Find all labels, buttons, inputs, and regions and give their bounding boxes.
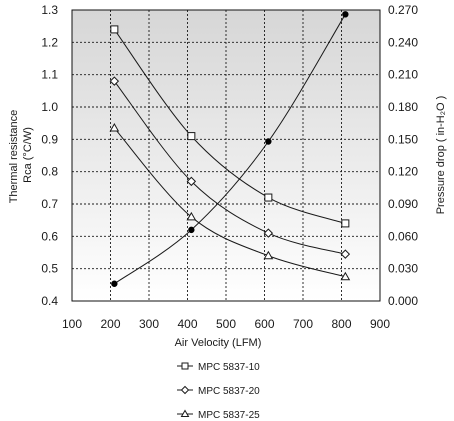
right-y-tick-label: 0.150 bbox=[388, 132, 418, 146]
right-y-tick-label: 0.240 bbox=[388, 35, 418, 49]
data-point-mpc-5837-20 bbox=[340, 249, 351, 259]
legend-marker-mpc-5837-10 bbox=[181, 362, 189, 370]
x-tick-label: 500 bbox=[216, 317, 236, 331]
x-tick-label: 600 bbox=[254, 317, 274, 331]
data-point-mpc-5837-10 bbox=[110, 25, 119, 34]
left-y-tick-label: 1.2 bbox=[41, 35, 58, 49]
right-y-tick-label: 0.210 bbox=[388, 68, 418, 82]
right-y-tick-label: 0.120 bbox=[388, 165, 418, 179]
series-line-pressure-drop bbox=[114, 14, 346, 285]
series-layer bbox=[109, 11, 351, 287]
right-y-axis-ticks: 0.000 0.030 0.060 0.090 0.120 0.150 0.180 0.210… bbox=[388, 3, 418, 308]
data-point-mpc-5837-10 bbox=[187, 132, 196, 141]
legend-entry-mpc-5837-10: MPC 5837-10 bbox=[177, 362, 260, 373]
right-y-tick-label: 0.060 bbox=[388, 229, 418, 243]
x-tick-label: 700 bbox=[293, 317, 313, 331]
right-y-tick-label: 0.000 bbox=[388, 294, 418, 308]
left-y-tick-label: 0.9 bbox=[41, 132, 58, 146]
left-y-axis-title: Thermal resistance Rca (°C/W) bbox=[8, 107, 34, 204]
legend-label-mpc-5837-25: MPC 5837-25 bbox=[198, 410, 260, 421]
legend-label-mpc-5837-10: MPC 5837-10 bbox=[198, 362, 260, 373]
right-y-axis-title: Pressure drop ( in-H₂O ) bbox=[435, 96, 447, 215]
left-y-tick-label: 1.3 bbox=[41, 3, 58, 17]
left-y-tick-label: 0.4 bbox=[41, 294, 58, 308]
plot-frame bbox=[71, 9, 381, 302]
left-y-axis-title-line-2: Rca (°C/W) bbox=[22, 127, 34, 183]
left-y-axis-ticks: 0.4 0.5 0.6 0.7 0.8 0.9 1.0 1.1 1.2 1.3 bbox=[41, 3, 58, 308]
left-y-tick-label: 0.6 bbox=[41, 229, 58, 243]
x-axis-ticks: 100 200 300 400 500 600 700 800 900 bbox=[62, 317, 390, 331]
x-tick-label: 900 bbox=[370, 317, 390, 331]
legend-entry-mpc-5837-25: MPC 5837-25 bbox=[177, 409, 260, 421]
data-point-pressure-drop bbox=[111, 280, 118, 287]
data-point-pressure-drop bbox=[342, 11, 349, 18]
series-line-mpc-5837-25 bbox=[113, 127, 346, 278]
data-point-mpc-5837-20 bbox=[263, 228, 274, 238]
left-y-tick-label: 0.7 bbox=[41, 197, 58, 211]
x-tick-label: 300 bbox=[139, 317, 159, 331]
left-y-tick-label: 1.0 bbox=[41, 100, 58, 114]
series-line-mpc-5837-10 bbox=[113, 29, 346, 224]
data-point-mpc-5837-25 bbox=[109, 123, 120, 132]
series-line-mpc-5837-20 bbox=[113, 80, 346, 255]
x-tick-label: 800 bbox=[331, 317, 351, 331]
legend-label-mpc-5837-20: MPC 5837-20 bbox=[198, 386, 260, 397]
series-mpc-5837-10 bbox=[110, 25, 350, 228]
left-y-axis-title-line-1: Thermal resistance bbox=[8, 110, 20, 204]
data-point-mpc-5837-10 bbox=[264, 193, 273, 202]
data-point-mpc-5837-20 bbox=[109, 76, 120, 86]
left-y-tick-label: 0.8 bbox=[41, 165, 58, 179]
x-tick-label: 200 bbox=[100, 317, 120, 331]
data-point-mpc-5837-25 bbox=[186, 211, 197, 221]
legend: MPC 5837-10 MPC 5837-20 MPC 5837-25 bbox=[177, 362, 260, 421]
left-y-tick-label: 0.5 bbox=[41, 262, 58, 276]
right-y-tick-label: 0.090 bbox=[388, 197, 418, 211]
series-pressure-drop bbox=[111, 11, 349, 287]
data-point-mpc-5837-20 bbox=[186, 176, 197, 187]
left-y-tick-label: 1.1 bbox=[41, 68, 58, 82]
series-mpc-5837-25 bbox=[109, 123, 351, 281]
data-point-mpc-5837-10 bbox=[341, 219, 350, 228]
x-tick-label: 100 bbox=[62, 317, 82, 331]
data-point-pressure-drop bbox=[188, 226, 195, 234]
series-mpc-5837-20 bbox=[109, 76, 351, 259]
legend-marker-mpc-5837-25 bbox=[180, 409, 190, 417]
data-point-mpc-5837-25 bbox=[263, 250, 274, 260]
legend-entry-mpc-5837-20: MPC 5837-20 bbox=[177, 385, 260, 397]
legend-marker-mpc-5837-20 bbox=[180, 385, 190, 395]
right-y-tick-label: 0.270 bbox=[388, 3, 418, 17]
data-point-mpc-5837-25 bbox=[340, 271, 351, 281]
right-y-tick-label: 0.180 bbox=[388, 100, 418, 114]
x-tick-label: 400 bbox=[177, 317, 197, 331]
right-y-tick-label: 0.030 bbox=[388, 262, 418, 276]
data-point-pressure-drop bbox=[265, 138, 272, 145]
x-axis-title: Air Velocity (LFM) bbox=[175, 337, 262, 349]
